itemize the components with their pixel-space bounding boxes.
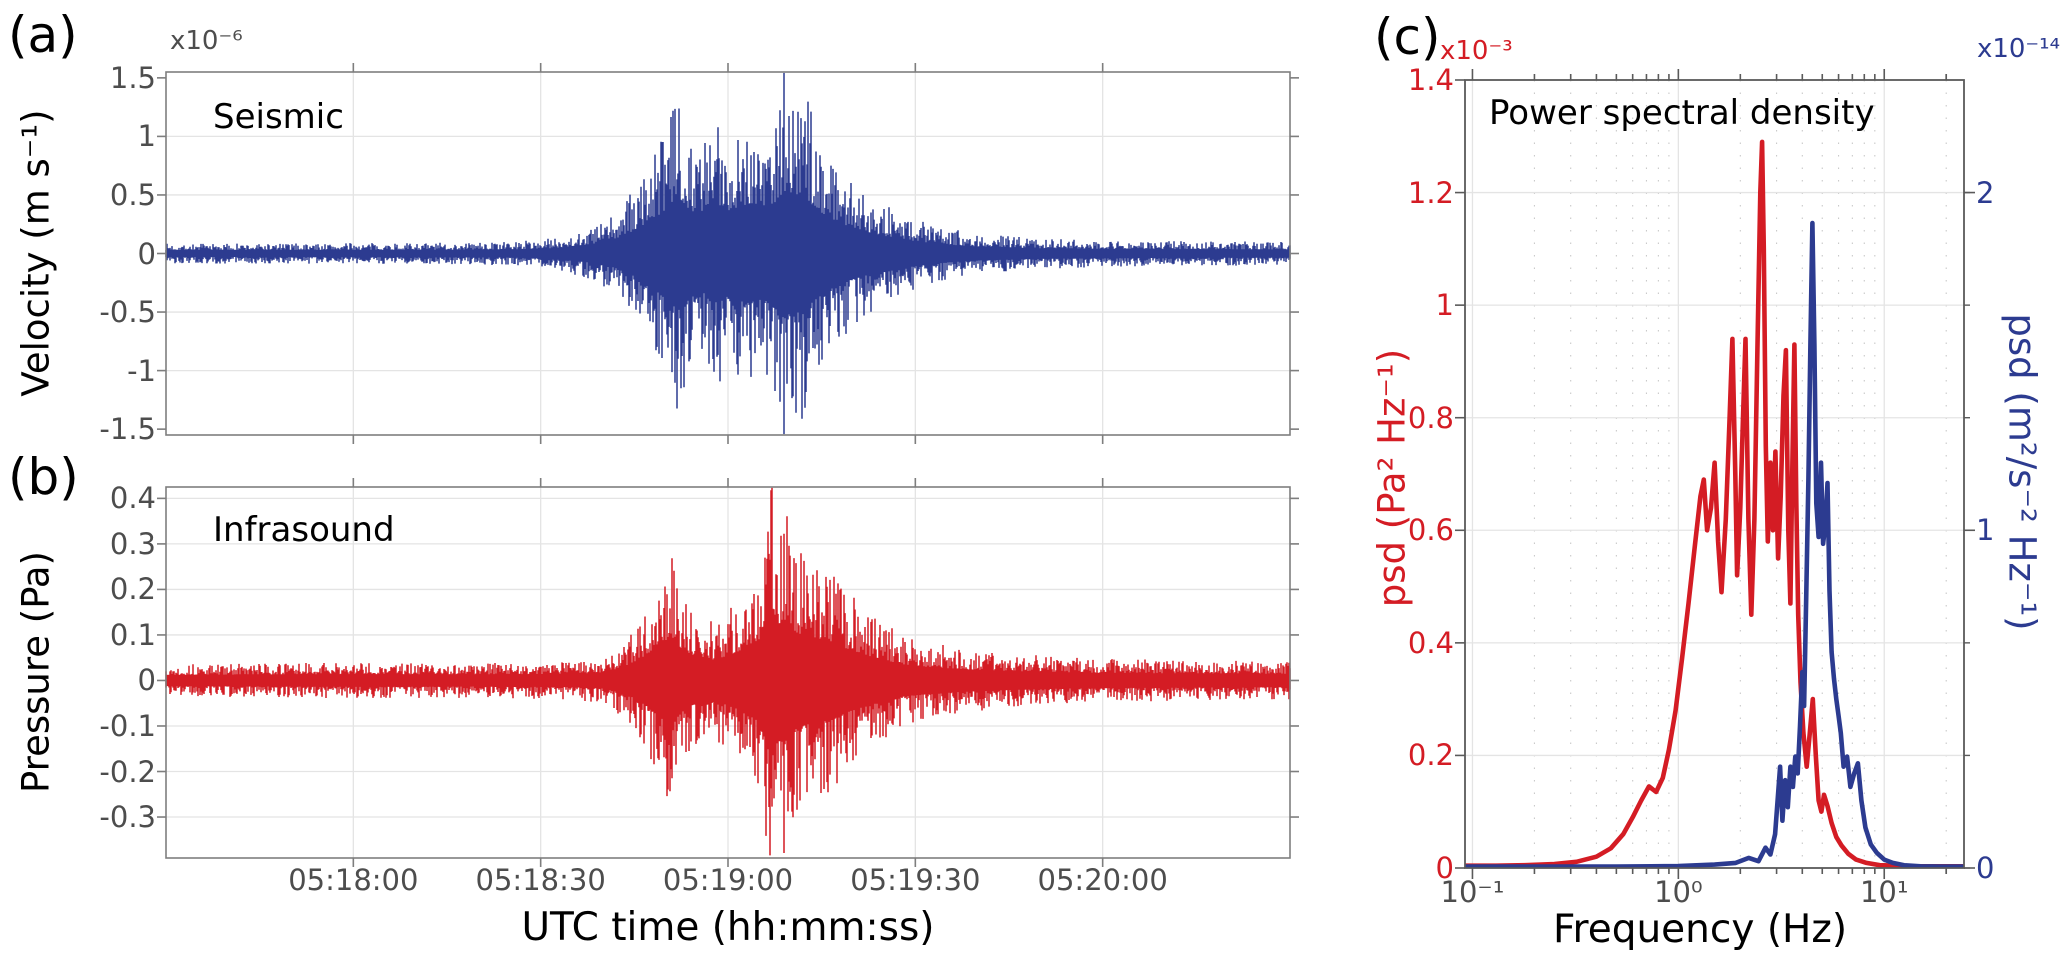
time-tick-label: 05:18:00 bbox=[288, 863, 419, 897]
pressure-axis-label: Pressure (Pa) bbox=[14, 551, 58, 793]
psd-left-tick-label: 1.2 bbox=[1407, 175, 1454, 210]
psd-left-tick-label: 0.8 bbox=[1407, 400, 1454, 435]
ytick-label: 0.3 bbox=[109, 526, 156, 561]
psd-left-scale-annotation: x10⁻³ bbox=[1440, 36, 1513, 66]
ytick-label: -0.2 bbox=[99, 754, 156, 789]
ytick-label: 0 bbox=[137, 236, 156, 271]
psd-left-tick-label: 0.4 bbox=[1407, 625, 1454, 660]
freq-tick-label: 10⁰ bbox=[1654, 875, 1703, 909]
time-tick-label: 05:19:30 bbox=[850, 863, 981, 897]
utc-time-axis-label: UTC time (hh:mm:ss) bbox=[521, 905, 935, 950]
ytick-label: 1 bbox=[137, 119, 156, 154]
psd-left-axis-label: psd (Pa² Hz⁻¹) bbox=[1370, 348, 1414, 608]
psd-panel-title: Power spectral density bbox=[1489, 93, 1875, 133]
ytick-label: 0.1 bbox=[109, 617, 156, 652]
psd-right-scale-annotation: x10⁻¹⁴ bbox=[1976, 34, 2060, 64]
frequency-axis-label: Frequency (Hz) bbox=[1552, 907, 1848, 952]
panel-c-letter: (c) bbox=[1374, 8, 1441, 66]
time-tick-label: 05:19:00 bbox=[662, 863, 794, 897]
panel-a-letter: (a) bbox=[8, 6, 78, 64]
psd-left-tick-label: 0.6 bbox=[1407, 513, 1454, 548]
time-tick-label: 05:18:30 bbox=[475, 863, 606, 897]
psd-right-tick-label: 1 bbox=[1976, 513, 1995, 548]
psd-left-tick-label: 1.4 bbox=[1407, 63, 1454, 97]
ytick-label: -0.5 bbox=[99, 295, 156, 330]
psd-left-tick-label: 0.2 bbox=[1407, 738, 1454, 773]
seismic-panel-title: Seismic bbox=[213, 97, 344, 137]
time-tick-label: 05:20:00 bbox=[1037, 863, 1168, 897]
ytick-label: 0 bbox=[137, 663, 156, 698]
freq-tick-label: 10⁻¹ bbox=[1440, 875, 1505, 909]
freq-tick-label: 10¹ bbox=[1859, 875, 1909, 909]
ytick-label: 0.4 bbox=[109, 481, 156, 516]
ytick-label: -1 bbox=[127, 353, 156, 388]
ytick-label: 0.2 bbox=[109, 572, 156, 607]
ytick-label: 1.5 bbox=[109, 60, 156, 95]
psd-right-axis-label: psd (m²/s⁻² Hz⁻¹) bbox=[2000, 313, 2044, 631]
seismic-scale-annotation: x10⁻⁶ bbox=[170, 26, 243, 56]
ytick-label: -1.5 bbox=[99, 412, 156, 447]
infrasound-panel-title: Infrasound bbox=[213, 510, 395, 550]
psd-right-tick-label: 0 bbox=[1976, 851, 1995, 885]
ytick-label: -0.3 bbox=[99, 800, 156, 835]
ytick-label: 0.5 bbox=[109, 177, 156, 212]
psd-left-tick-label: 1 bbox=[1435, 288, 1454, 323]
ytick-label: -0.1 bbox=[99, 708, 156, 743]
panel-b-letter: (b) bbox=[8, 448, 79, 506]
velocity-axis-label: Velocity (m s⁻¹) bbox=[14, 109, 58, 397]
psd-right-tick-label: 2 bbox=[1976, 175, 1995, 210]
psd-left-tick-label: 0 bbox=[1435, 851, 1454, 885]
